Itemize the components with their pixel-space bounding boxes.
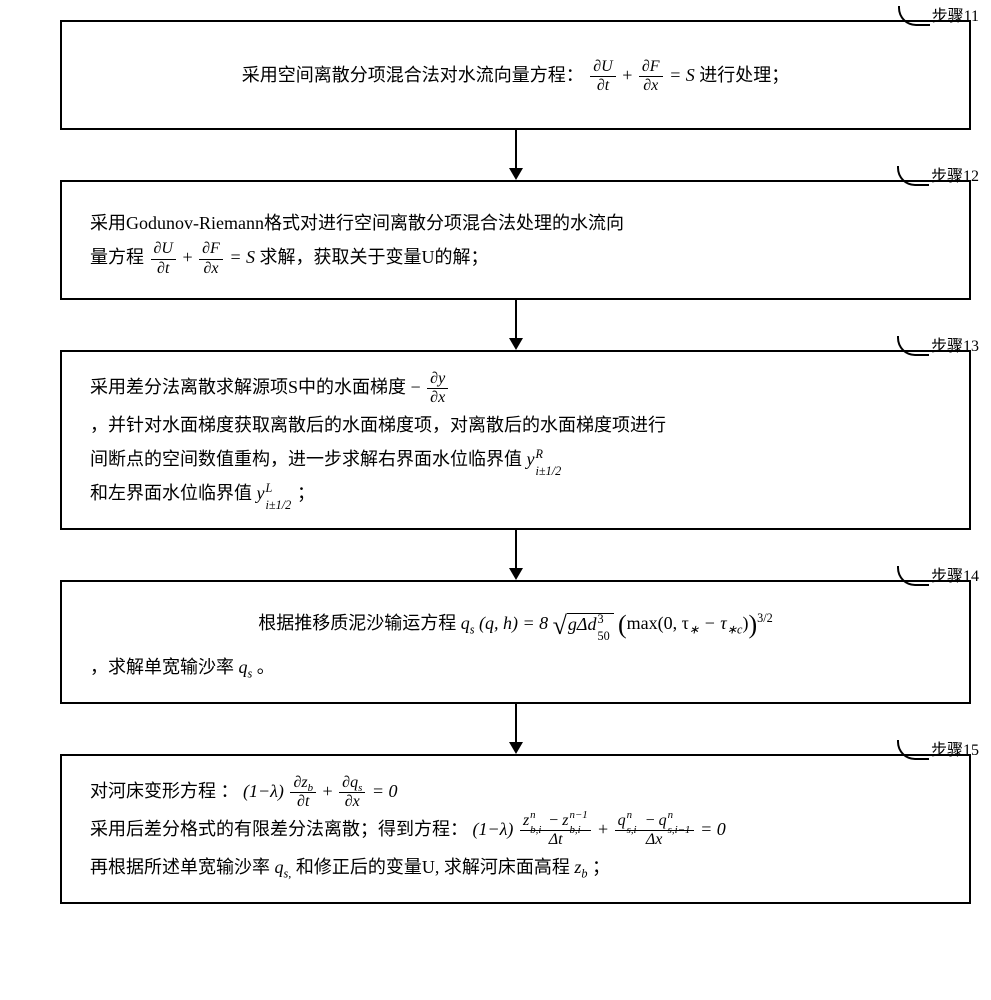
step13-line4: 和左界面水位临界值 yLi±1/2 ； [90, 476, 941, 510]
connector-13-14 [515, 530, 517, 570]
arrow-13-14 [509, 568, 523, 580]
connector-12-13 [515, 300, 517, 340]
step11-text-pre: 采用空间离散分项混合法对水流向量方程： [242, 65, 584, 85]
step14-radical: √gΔd350 [553, 601, 614, 650]
step13-line3: 间断点的空间数值重构，进一步求解右界面水位临界值 yRi±1/2 [90, 442, 941, 476]
step15-frac1: ∂zb ∂t [290, 774, 316, 812]
step13-yR: yRi±1/2 [527, 449, 563, 469]
arrow-11-12 [509, 168, 523, 180]
step-14-box: 根据推移质泥沙输运方程 qs (q, h) = 8 √gΔd350 (max(0… [60, 580, 971, 704]
step12-line2: 量方程 ∂U ∂t + ∂F ∂x = S 求解，获取关于变量U的解； [90, 240, 941, 278]
step15-line3: 再根据所述单宽输沙率 qs, 和修正后的变量U, 求解河床面高程 zb ； [90, 850, 941, 884]
step15-line2: 采用后差分格式的有限差分法离散；得到方程： (1−λ) znb,i − zn−1… [90, 812, 941, 850]
connector-14-15 [515, 704, 517, 744]
step13-frac: ∂y ∂x [427, 370, 448, 408]
step-12-box: 采用Godunov-Riemann格式对进行空间离散分项混合法处理的水流向 量方… [60, 180, 971, 300]
step11-text-tail: 进行处理； [699, 65, 789, 85]
step-15-label: 步骤15 [931, 736, 979, 760]
step12-line1: 采用Godunov-Riemann格式对进行空间离散分项混合法处理的水流向 [90, 206, 941, 240]
connector-11-12 [515, 130, 517, 170]
step13-line2: ，并针对水面梯度获取离散后的水面梯度项，对离散后的水面梯度项进行 [90, 408, 941, 442]
step-13-box: 采用差分法离散求解源项S中的水面梯度 − ∂y ∂x ，并针对水面梯度获取离散后… [60, 350, 971, 530]
step-11: 步骤11 采用空间离散分项混合法对水流向量方程： ∂U ∂t + ∂F ∂x =… [60, 20, 971, 130]
step14-line2: ，求解单宽输沙率 qs 。 [90, 650, 941, 684]
step-15-box: 对河床变形方程 ： (1−λ) ∂zb ∂t + ∂qs ∂x = 0 采用后差… [60, 754, 971, 904]
step15-frac3: znb,i − zn−1b,i Δt [520, 812, 592, 850]
step-11-label: 步骤11 [932, 2, 979, 26]
step14-line1: 根据推移质泥沙输运方程 qs (q, h) = 8 √gΔd350 (max(0… [90, 600, 941, 650]
step-12-label: 步骤12 [931, 162, 979, 186]
step15-frac2: ∂qs ∂x [339, 774, 365, 812]
step-13-label: 步骤13 [931, 332, 979, 356]
step-13: 步骤13 采用差分法离散求解源项S中的水面梯度 − ∂y ∂x ，并针对水面梯度… [60, 350, 971, 530]
step13-yL: yLi±1/2 [257, 483, 298, 503]
step11-frac2: ∂F ∂x [639, 58, 663, 96]
step12-frac2: ∂F ∂x [199, 240, 223, 278]
step-14: 步骤14 根据推移质泥沙输运方程 qs (q, h) = 8 √gΔd350 (… [60, 580, 971, 704]
step-12: 步骤12 采用Godunov-Riemann格式对进行空间离散分项混合法处理的水… [60, 180, 971, 300]
step15-line1: 对河床变形方程 ： (1−λ) ∂zb ∂t + ∂qs ∂x = 0 [90, 774, 941, 812]
step12-frac1: ∂U ∂t [151, 240, 176, 278]
step15-frac4: qns,i − qns,i−1 Δx [615, 812, 694, 850]
step11-frac1: ∂U ∂t [590, 58, 615, 96]
arrow-12-13 [509, 338, 523, 350]
step-14-label: 步骤14 [931, 562, 979, 586]
step-11-box: 采用空间离散分项混合法对水流向量方程： ∂U ∂t + ∂F ∂x = S 进行… [60, 20, 971, 130]
step13-line1: 采用差分法离散求解源项S中的水面梯度 − ∂y ∂x [90, 370, 941, 408]
arrow-14-15 [509, 742, 523, 754]
step-15: 步骤15 对河床变形方程 ： (1−λ) ∂zb ∂t + ∂qs ∂x = 0… [60, 754, 971, 904]
